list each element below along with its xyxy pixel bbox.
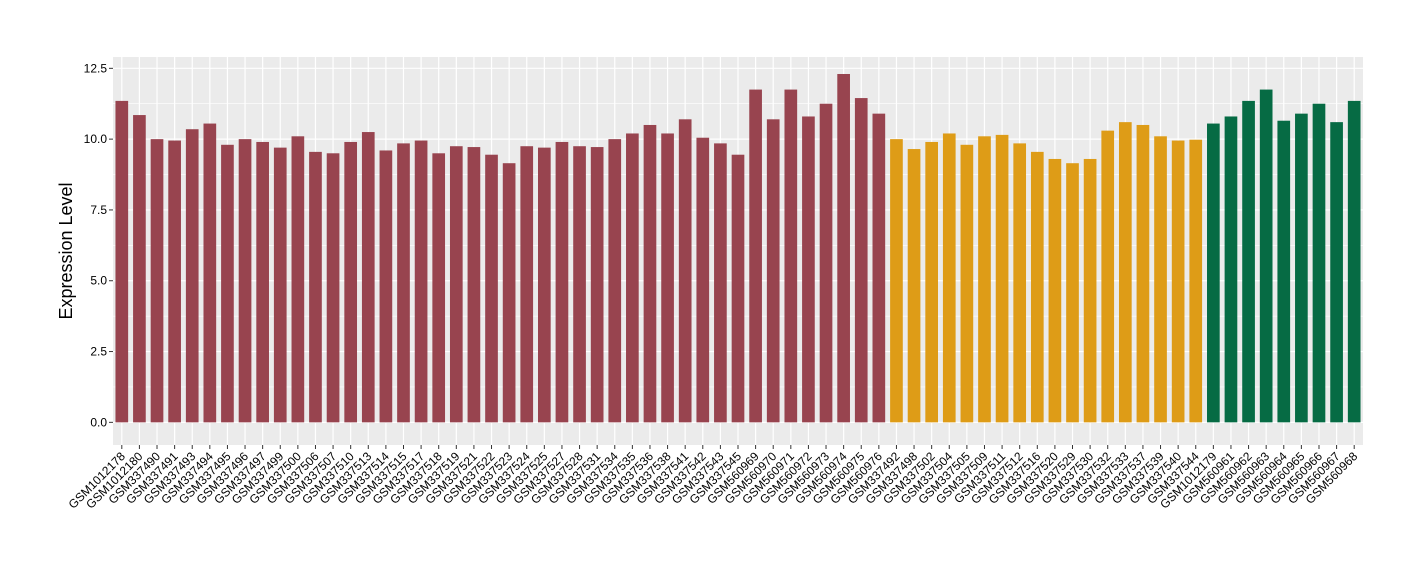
bar-gsm337496 [238,139,252,423]
bar-gsm337513 [361,132,375,423]
y-axis: 0.0 2.5 5.0 7.5 10.0 12.5 [84,61,113,429]
bar-gsm337506 [309,151,322,423]
bar-gsm337514 [379,150,393,423]
bar-gsm560964 [1277,120,1291,423]
bar-gsm337510 [344,141,358,423]
bar-gsm560963 [1259,89,1273,423]
bar-gsm337507 [326,153,340,423]
y-tick-label: 10.0 [84,132,108,146]
bar-gsm560962 [1242,100,1255,423]
bar-gsm337499 [273,147,287,423]
bar-gsm337500 [291,136,305,423]
bar-gsm337544 [1189,139,1203,423]
y-axis-title: Expression Level [56,182,76,319]
bar-gsm337536 [643,124,657,423]
bar-gsm337505 [960,144,974,423]
bar-gsm337543 [714,143,727,423]
bar-gsm337519 [449,146,463,423]
bar-gsm337509 [978,136,991,423]
bar-gsm337531 [590,147,604,423]
bar-gsm337498 [907,149,921,423]
bar-gsm337539 [1154,136,1167,423]
y-tick-label: 7.5 [90,203,107,217]
bar-gsm560967 [1330,122,1343,423]
bar-gsm1012178 [115,100,129,423]
bars [115,73,1361,423]
bar-gsm337527 [555,141,569,423]
x-axis: GSM1012178GSM1012180GSM337490GSM337491GS… [66,445,1361,511]
bar-gsm337541 [678,119,692,423]
bar-gsm337542 [696,137,710,423]
bar-gsm337504 [942,133,956,423]
bar-gsm560968 [1347,100,1361,423]
bar-gsm337529 [1066,163,1079,423]
bar-gsm337495 [221,144,234,423]
bar-gsm560971 [784,89,798,423]
bar-gsm560972 [802,116,815,423]
bar-gsm337490 [150,139,164,423]
y-tick-label: 12.5 [84,61,108,75]
bar-gsm337516 [1030,151,1044,423]
bar-gsm337535 [626,133,639,423]
bar-gsm337537 [1136,124,1150,423]
bar-gsm560976 [872,113,886,423]
bar-gsm560970 [766,119,780,423]
bar-gsm337493 [185,129,199,423]
bar-gsm337522 [485,154,498,423]
y-tick-label: 5.0 [90,274,107,288]
bar-gsm337511 [995,134,1009,423]
bar-gsm337491 [168,140,181,423]
bar-gsm560966 [1312,103,1326,423]
y-tick-label: 0.0 [90,415,107,429]
bar-gsm560965 [1295,113,1308,423]
bar-gsm337534 [608,139,622,423]
bar-gsm560969 [749,89,762,423]
bar-gsm337533 [1118,122,1132,423]
bar-gsm337521 [467,147,481,423]
bar-gsm337540 [1171,140,1185,423]
bar-gsm337524 [520,146,534,423]
bar-gsm337525 [538,147,551,423]
bar-gsm337502 [925,141,938,423]
bar-gsm337520 [1048,158,1062,423]
bar-gsm337528 [573,146,586,423]
bar-gsm560975 [854,98,868,423]
bar-gsm337538 [661,133,674,423]
bar-gsm337518 [432,153,446,423]
bar-gsm560974 [837,73,850,423]
bar-gsm337512 [1013,143,1027,423]
bar-gsm337523 [502,163,516,423]
bar-gsm560973 [819,103,833,423]
bar-gsm337515 [397,143,410,423]
bar-gsm337497 [256,141,269,423]
bar-gsm1012180 [133,115,146,423]
bar-gsm337492 [890,139,903,423]
bar-gsm560961 [1224,116,1238,423]
y-tick-label: 2.5 [90,345,107,359]
bar-gsm337545 [731,154,745,423]
bar-gsm337517 [414,140,428,423]
bar-gsm1012179 [1207,123,1220,423]
bar-gsm337532 [1101,130,1115,423]
bar-gsm337530 [1083,158,1097,423]
bar-gsm337494 [203,123,217,423]
